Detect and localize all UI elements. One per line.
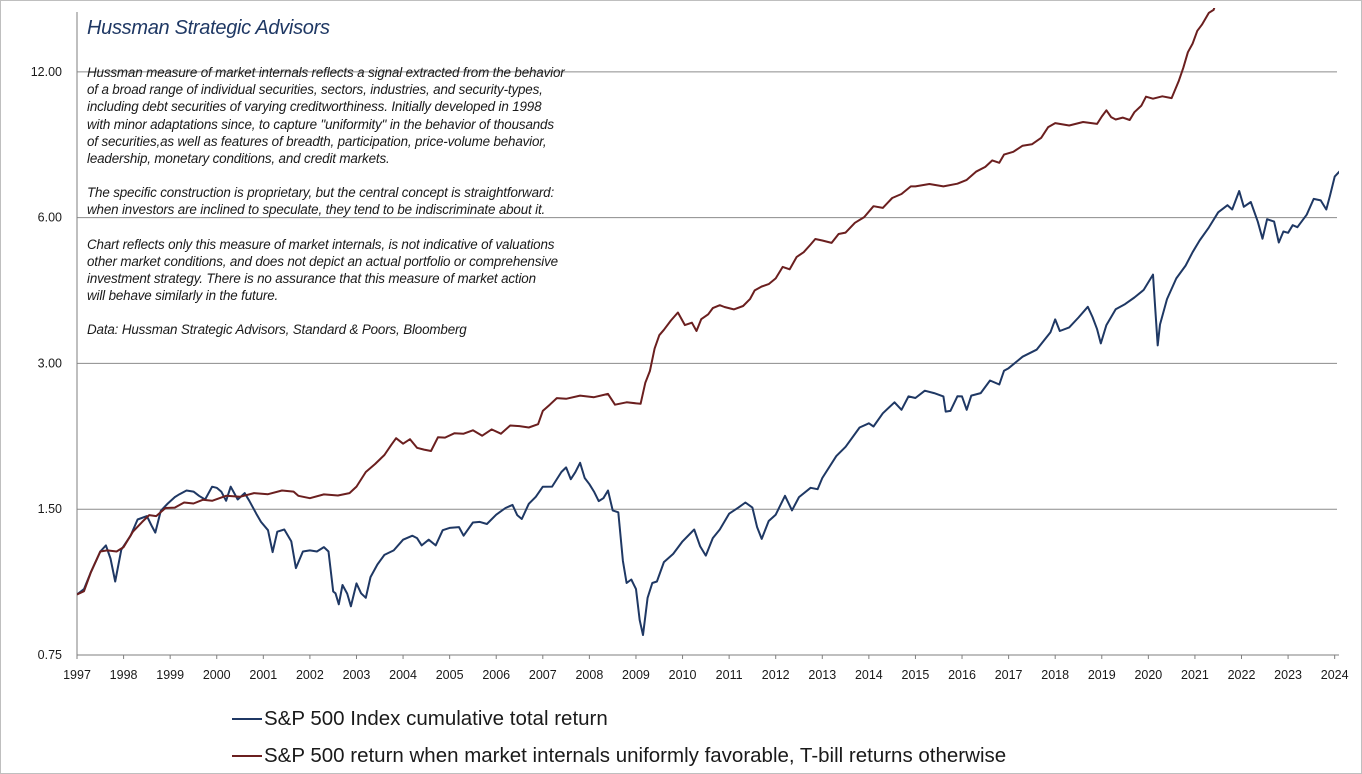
- x-tick-label: 2020: [1134, 668, 1162, 682]
- x-tick-label: 2009: [622, 668, 650, 682]
- x-tick-label: 2012: [762, 668, 790, 682]
- x-tick-label: 2019: [1088, 668, 1116, 682]
- x-tick-label: 2011: [716, 668, 743, 682]
- x-tick-label: 1999: [156, 668, 184, 682]
- gridlines: [77, 71, 1337, 510]
- y-tick-label: 0.75: [38, 648, 62, 662]
- notes-paragraph-4: Data: Hussman Strategic Advisors, Standa…: [87, 321, 647, 338]
- brand-title: Hussman Strategic Advisors: [87, 17, 330, 39]
- notes-line: of a broad range of individual securitie…: [87, 82, 543, 98]
- notes-line: will behave similarly in the future.: [87, 288, 279, 304]
- notes-line: when investors are inclined to speculate…: [87, 202, 546, 218]
- x-tick-label: 2014: [855, 668, 883, 682]
- x-tick-label: 2024: [1321, 668, 1349, 682]
- y-tick-label: 12.00: [31, 65, 62, 79]
- internals-line: [77, 8, 1216, 596]
- legend-item-internals: S&P 500 return when market internals uni…: [232, 737, 1006, 774]
- notes-line: The specific construction is proprietary…: [87, 185, 555, 201]
- x-tick-label: 2008: [575, 668, 603, 682]
- notes-paragraph-1: Hussman measure of market internals refl…: [87, 64, 647, 167]
- legend-swatch-internals: [232, 754, 262, 757]
- x-tick-label: 2017: [995, 668, 1023, 682]
- axes: 0.75 1.50 3.00 6.00 12.00 1997 1998 1999 2000 200…: [31, 12, 1349, 682]
- x-tick-label: 2002: [296, 668, 324, 682]
- notes-line: Chart reflects only this measure of mark…: [87, 236, 555, 252]
- legend-label-internals: S&P 500 return when market internals uni…: [264, 743, 1007, 767]
- sp500-line: [77, 170, 1339, 636]
- x-tick-label: 2006: [482, 668, 510, 682]
- x-tick-label: 2007: [529, 668, 557, 682]
- legend-item-sp500: S&P 500 Index cumulative total return: [232, 700, 1006, 737]
- x-tick-label: 2022: [1228, 668, 1256, 682]
- chart-notes: Hussman measure of market internals refl…: [87, 64, 647, 356]
- x-tick-label: 2000: [203, 668, 231, 682]
- y-tick-label: 6.00: [38, 211, 62, 225]
- notes-line: investment strategy. There is no assuran…: [87, 271, 536, 287]
- x-tick-label: 2010: [669, 668, 697, 682]
- notes-line: other market conditions, and does not de…: [87, 253, 558, 269]
- notes-line: leadership, monetary conditions, and cre…: [87, 151, 390, 167]
- x-tick-label: 2021: [1181, 668, 1209, 682]
- x-tick-label: 1997: [63, 668, 91, 682]
- x-tick-label: 2018: [1041, 668, 1069, 682]
- data-series: [77, 8, 1339, 636]
- chart-legend: S&P 500 Index cumulative total return S&…: [232, 700, 1006, 774]
- notes-paragraph-2: The specific construction is proprietary…: [87, 184, 647, 218]
- x-tick-label: 2013: [808, 668, 836, 682]
- notes-line: Data: Hussman Strategic Advisors, Standa…: [87, 322, 467, 338]
- legend-label-sp500: S&P 500 Index cumulative total return: [264, 706, 608, 730]
- x-tick-label: 2001: [249, 668, 277, 682]
- x-tick-label: 2016: [948, 668, 976, 682]
- x-tick-label: 2004: [389, 668, 417, 682]
- x-tick-label: 2003: [343, 668, 371, 682]
- notes-line: with minor adaptations since, to capture…: [87, 116, 554, 132]
- y-tick-label: 1.50: [38, 502, 62, 516]
- x-tick-label: 2005: [436, 668, 464, 682]
- x-tick-label: 2015: [902, 668, 930, 682]
- x-tick-label: 1998: [110, 668, 138, 682]
- notes-paragraph-3: Chart reflects only this measure of mark…: [87, 236, 647, 305]
- x-tick-label: 2023: [1274, 668, 1302, 682]
- notes-line: Hussman measure of market internals refl…: [87, 65, 565, 80]
- legend-swatch-sp500: [232, 717, 262, 720]
- notes-line: including debt securities of varying cre…: [87, 99, 542, 115]
- y-tick-label: 3.00: [38, 356, 62, 370]
- notes-line: of securities,as well as features of bre…: [87, 133, 547, 149]
